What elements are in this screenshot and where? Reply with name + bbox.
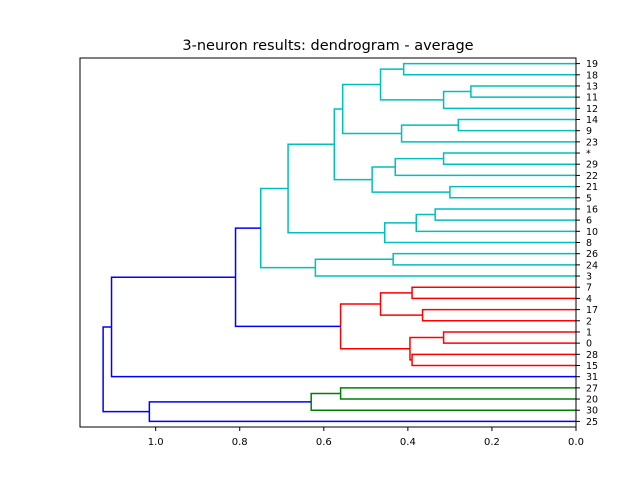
x-tick-label: 0.6 <box>316 437 332 448</box>
dendrogram-link <box>148 401 576 423</box>
leaf-label: 5 <box>586 193 592 204</box>
leaf-label: 3 <box>586 272 592 283</box>
dendrogram-link <box>442 152 576 165</box>
leaf-label: 13 <box>586 81 598 92</box>
dendrogram-link <box>379 292 423 316</box>
dendrogram-link <box>402 62 576 76</box>
dendrogram-link <box>287 143 385 234</box>
x-tick-label: 0.0 <box>568 437 584 448</box>
leaf-label: 31 <box>586 372 598 383</box>
dendrogram-link <box>421 308 576 322</box>
leaf-label: 27 <box>586 383 598 394</box>
leaf-labels: 191813111214923*292221516610826243741721… <box>576 59 598 428</box>
dendrogram-link <box>457 118 576 132</box>
leaf-label: 6 <box>586 216 592 227</box>
dendrogram-link <box>415 213 576 233</box>
dendrogram-link <box>110 276 576 378</box>
leaf-label: 19 <box>586 59 598 70</box>
dendrogram-link <box>409 336 444 361</box>
leaf-label: 4 <box>586 294 592 305</box>
dendrogram-link <box>442 90 576 110</box>
dendrogram-link <box>102 326 150 413</box>
leaf-label: 28 <box>586 350 598 361</box>
dendrogram-link <box>449 185 576 199</box>
dendrogram-link <box>411 286 576 300</box>
x-tick-label: 0.2 <box>484 437 500 448</box>
leaf-label: 24 <box>586 260 598 271</box>
x-tick-label: 0.4 <box>400 437 416 448</box>
leaf-label: 23 <box>586 137 598 148</box>
dendrogram-link <box>234 227 341 328</box>
dendrogram-link <box>442 331 576 344</box>
leaf-label: 26 <box>586 249 598 260</box>
dendrogram-link <box>339 387 576 400</box>
dendrogram-links <box>102 62 576 423</box>
dendrogram-link <box>371 166 450 193</box>
leaf-label: 2 <box>586 316 592 327</box>
dendrogram-link <box>314 258 576 277</box>
dendrogram-link <box>400 124 576 143</box>
leaf-label: 20 <box>586 395 598 406</box>
dendrogram-link <box>341 83 402 135</box>
leaf-label: 7 <box>586 283 592 294</box>
dendrogram-link <box>259 187 316 269</box>
leaf-label: 8 <box>586 238 592 249</box>
leaf-label: 25 <box>586 417 598 428</box>
leaf-label: 17 <box>586 305 598 316</box>
leaf-label: 30 <box>586 406 598 417</box>
dendrogram-link <box>392 252 576 266</box>
leaf-label: 18 <box>586 70 598 81</box>
leaf-label: 9 <box>586 126 592 137</box>
leaf-label: 22 <box>586 171 598 182</box>
leaf-label: * <box>586 149 591 160</box>
dendrogram-link <box>394 157 576 177</box>
leaf-label: 21 <box>586 182 598 193</box>
leaf-label: 12 <box>586 104 598 115</box>
leaf-label: 11 <box>586 93 598 104</box>
dendrogram-link <box>470 85 576 98</box>
x-tick-label: 0.8 <box>232 437 248 448</box>
dendrogram-link <box>411 353 576 367</box>
leaf-label: 29 <box>586 160 598 171</box>
leaf-label: 16 <box>586 204 598 215</box>
x-tick-label: 1.0 <box>148 437 164 448</box>
dendrogram-link <box>379 68 444 101</box>
leaf-label: 1 <box>586 327 592 338</box>
leaf-label: 0 <box>586 339 592 350</box>
dendrogram-link <box>383 222 576 244</box>
leaf-label: 14 <box>586 115 598 126</box>
dendrogram-link <box>434 208 576 221</box>
dendrogram-link <box>310 392 576 411</box>
dendrogram-link <box>333 108 373 181</box>
leaf-label: 15 <box>586 361 598 372</box>
chart-title: 3-neuron results: dendrogram - average <box>182 38 473 54</box>
dendrogram-link <box>339 303 410 350</box>
leaf-label: 10 <box>586 227 598 238</box>
x-axis: 1.0 0.8 0.6 0.4 0.2 0.0 <box>148 427 584 448</box>
